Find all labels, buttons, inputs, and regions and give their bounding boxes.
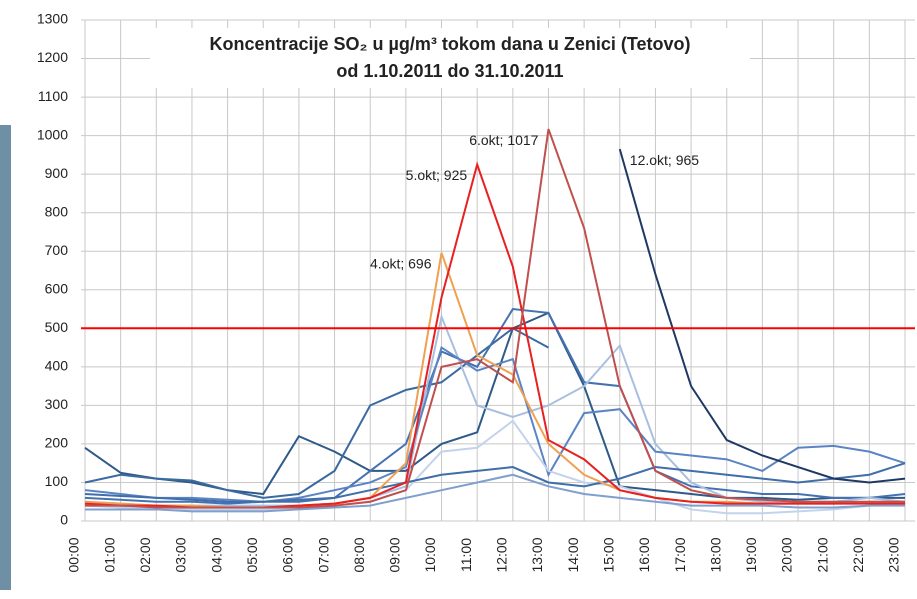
- x-tick-label: 10:00: [422, 537, 438, 572]
- chart: Koncentracije SO₂ u µg/m³ tokom dana u Z…: [0, 0, 917, 599]
- chart-title: Koncentracije SO₂ u µg/m³ tokom dana u Z…: [209, 34, 690, 54]
- y-tick-label: 200: [45, 435, 69, 451]
- x-tick-label: 01:00: [101, 537, 117, 572]
- y-tick-label: 800: [45, 203, 69, 219]
- series-line: [85, 129, 905, 507]
- grid: [81, 20, 915, 521]
- x-tick-label: 18:00: [707, 537, 723, 572]
- x-tick-label: 21:00: [814, 537, 830, 572]
- x-tick-label: 13:00: [529, 537, 545, 572]
- side-strip: [0, 125, 11, 590]
- y-tick-label: 1300: [37, 11, 68, 27]
- x-tick-label: 03:00: [173, 537, 189, 572]
- y-tick-label: 1200: [37, 49, 68, 65]
- y-tick-label: 1000: [37, 126, 68, 142]
- x-tick-label: 02:00: [137, 537, 153, 572]
- x-tick-label: 20:00: [779, 537, 795, 572]
- series-line: [85, 165, 905, 508]
- y-tick-label: 400: [45, 358, 69, 374]
- annotation: 4.okt; 696: [370, 255, 432, 271]
- x-tick-label: 08:00: [351, 537, 367, 572]
- x-tick-label: 17:00: [672, 537, 688, 572]
- x-tick-label: 09:00: [387, 537, 403, 572]
- annotation: 6.okt; 1017: [469, 132, 538, 148]
- x-tick-label: 12:00: [494, 537, 510, 572]
- x-tick-label: 23:00: [886, 537, 902, 572]
- series-line: [85, 328, 548, 498]
- x-tick-label: 07:00: [315, 537, 331, 572]
- y-tick-label: 900: [45, 165, 69, 181]
- x-tick-label: 04:00: [208, 537, 224, 572]
- x-tick-label: 06:00: [280, 537, 296, 572]
- x-tick-label: 19:00: [743, 537, 759, 572]
- y-tick-label: 0: [60, 512, 68, 528]
- x-tick-label: 16:00: [636, 537, 652, 572]
- y-tick-label: 700: [45, 242, 69, 258]
- x-tick-label: 00:00: [66, 537, 82, 572]
- lines: [85, 129, 905, 513]
- x-tick-label: 22:00: [850, 537, 866, 572]
- annotation: 12.okt; 965: [630, 152, 699, 168]
- y-tick-label: 1100: [38, 88, 68, 104]
- series-line: [85, 309, 905, 504]
- x-tick-label: 05:00: [244, 537, 260, 572]
- y-tick-label: 600: [45, 280, 69, 296]
- annotation: 5.okt; 925: [406, 167, 468, 183]
- y-tick-label: 300: [45, 396, 69, 412]
- x-tick-label: 11:00: [458, 538, 474, 572]
- x-tick-label: 14:00: [565, 537, 581, 572]
- series-line: [85, 317, 905, 506]
- y-tick-label: 100: [45, 473, 69, 489]
- x-tick-label: 15:00: [600, 537, 616, 572]
- y-tick-label: 500: [45, 319, 69, 335]
- chart-subtitle: od 1.10.2011 do 31.10.2011: [336, 61, 563, 81]
